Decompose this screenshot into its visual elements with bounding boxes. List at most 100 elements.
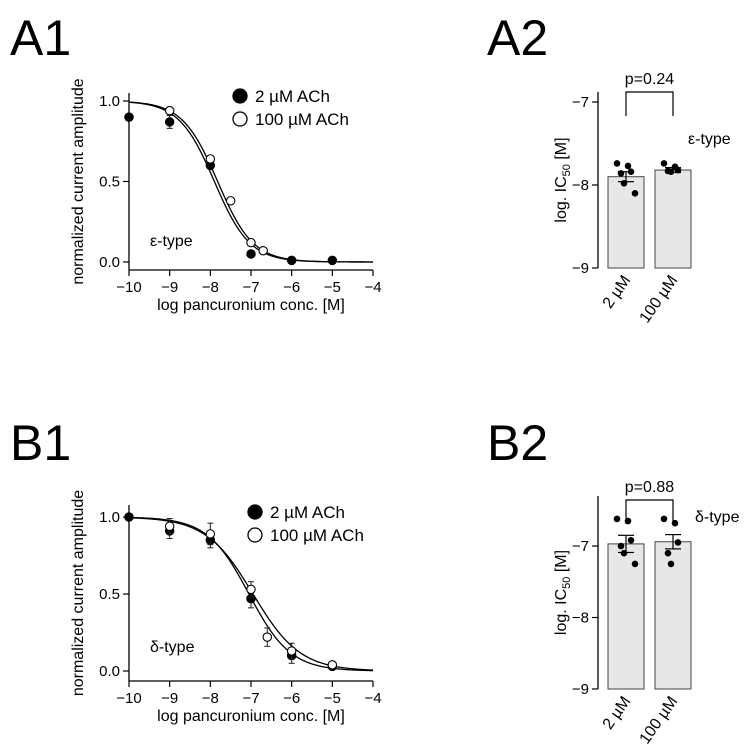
individual-point bbox=[674, 166, 682, 174]
open-data-point bbox=[286, 646, 297, 656]
individual-point bbox=[620, 549, 628, 557]
individual-point bbox=[624, 162, 632, 170]
individual-point bbox=[660, 515, 668, 523]
legend-marker-2 bbox=[247, 527, 263, 543]
legend-marker-2 bbox=[232, 111, 248, 127]
x-tick-label: −10 bbox=[116, 279, 141, 296]
bar-1 bbox=[607, 543, 645, 690]
filled-data-point bbox=[327, 255, 338, 266]
x-tick-label: −4 bbox=[364, 690, 381, 707]
p-value-label: p=0.24 bbox=[625, 71, 674, 88]
bar-2 bbox=[654, 169, 692, 269]
individual-point bbox=[667, 168, 675, 176]
x-tick-label: −9 bbox=[161, 279, 178, 296]
x-tick-label: −6 bbox=[283, 690, 300, 707]
x-tick-label: −5 bbox=[324, 279, 341, 296]
y-axis-label: normalized current amplitude bbox=[70, 78, 87, 284]
chart-A1: 0.0 0.5 1.0 −10 −9 −8 −7 −6 −5 −4 log pancuronium … bbox=[70, 78, 382, 314]
open-data-point bbox=[205, 529, 216, 539]
individual-point bbox=[613, 515, 621, 523]
legend-label-2: 100 µM ACh bbox=[255, 110, 349, 129]
filled-data-point bbox=[124, 512, 134, 522]
y-tick-label: −8 bbox=[572, 177, 589, 194]
y-tick-label: −8 bbox=[572, 610, 589, 627]
category-label-2: 100 µM bbox=[637, 694, 682, 748]
x-tick-label: −9 bbox=[161, 690, 178, 707]
legend-label-1: 2 µM ACh bbox=[255, 87, 330, 106]
legend-marker-1 bbox=[232, 88, 248, 104]
individual-point bbox=[631, 560, 639, 568]
open-data-point bbox=[225, 196, 236, 206]
bar-1 bbox=[607, 176, 645, 269]
open-data-point bbox=[164, 105, 175, 116]
legend-label-2: 100 µM ACh bbox=[270, 526, 364, 545]
x-axis-label: log pancuronium conc. [M] bbox=[157, 708, 345, 725]
individual-point bbox=[617, 542, 625, 550]
x-tick-label: −8 bbox=[202, 690, 219, 707]
individual-point bbox=[667, 560, 675, 568]
significance-bracket bbox=[625, 91, 674, 116]
figure-layer: A1 A2 B1 B2 0.0 0.5 1.0 −10 −9 −8 −7 −6 −5 −4 log panc… bbox=[10, 10, 740, 747]
filled-data-point bbox=[164, 117, 175, 127]
y-tick-label: 0.5 bbox=[99, 174, 120, 191]
individual-point bbox=[631, 190, 639, 197]
legend-marker-1 bbox=[247, 504, 263, 520]
chart-A2: −9 −8 −7 log. IC50 [M] 2 µM 100 µM p=0.24 ε-typ… bbox=[553, 71, 731, 326]
filled-data-point bbox=[246, 249, 256, 259]
open-data-point bbox=[164, 521, 175, 531]
y-tick-label: 1.0 bbox=[99, 93, 120, 110]
x-tick-label: −6 bbox=[283, 279, 300, 296]
legend-label-1: 2 µM ACh bbox=[270, 503, 345, 522]
y-axis-label: log. IC50 [M] bbox=[553, 137, 573, 222]
filled-data-point bbox=[124, 112, 134, 122]
x-tick-label: −7 bbox=[242, 279, 259, 296]
panel-label-4: B2 bbox=[487, 415, 548, 471]
subtype-annotation: ε-type bbox=[150, 233, 193, 250]
individual-point bbox=[627, 168, 635, 176]
p-value-label: p=0.88 bbox=[625, 479, 674, 496]
category-label-1: 2 µM bbox=[600, 273, 635, 312]
subtype-annotation: δ-type bbox=[150, 639, 195, 656]
open-data-point bbox=[258, 245, 268, 256]
x-tick-label: −7 bbox=[242, 690, 259, 707]
y-tick-label: −9 bbox=[572, 260, 589, 277]
x-tick-label: −5 bbox=[324, 690, 341, 707]
open-data-point bbox=[327, 660, 338, 670]
y-tick-label: −7 bbox=[572, 538, 589, 555]
individual-point bbox=[660, 160, 668, 167]
individual-point bbox=[627, 537, 635, 544]
y-tick-label: −9 bbox=[572, 681, 589, 698]
filled-data-point bbox=[286, 255, 297, 266]
subtype-annotation: ε-type bbox=[688, 131, 731, 148]
y-tick-label: −7 bbox=[572, 94, 589, 111]
x-tick-label: −10 bbox=[116, 690, 141, 707]
open-data-point bbox=[246, 237, 256, 248]
x-tick-label: −4 bbox=[364, 279, 381, 296]
subtype-annotation: δ-type bbox=[695, 509, 740, 526]
individual-point bbox=[613, 160, 621, 167]
open-data-point bbox=[246, 584, 256, 595]
y-axis-label: normalized current amplitude bbox=[70, 490, 87, 696]
panel-label-2: A2 bbox=[487, 10, 548, 66]
chart-B1: 0.0 0.5 1.0 −10 −9 −8 −7 −6 −5 −4 log pancuronium … bbox=[70, 490, 382, 725]
y-tick-label: 0.0 bbox=[99, 663, 120, 680]
open-data-point bbox=[262, 632, 273, 642]
y-tick-label: 0.0 bbox=[99, 254, 120, 271]
category-label-2: 100 µM bbox=[637, 273, 682, 327]
individual-point bbox=[664, 549, 672, 557]
x-tick-label: −8 bbox=[202, 279, 219, 296]
panel-label-3: B1 bbox=[10, 415, 71, 471]
open-data-point bbox=[205, 154, 216, 164]
individual-point bbox=[617, 170, 625, 177]
x-axis-label: log pancuronium conc. [M] bbox=[157, 297, 345, 314]
y-axis-label: log. IC50 [M] bbox=[553, 550, 573, 635]
y-tick-label: 1.0 bbox=[99, 509, 120, 526]
individual-point bbox=[674, 539, 682, 546]
y-tick-label: 0.5 bbox=[99, 586, 120, 603]
significance-bracket bbox=[625, 499, 674, 524]
category-label-1: 2 µM bbox=[600, 694, 635, 733]
individual-point bbox=[620, 180, 628, 187]
panel-label-1: A1 bbox=[10, 10, 71, 66]
